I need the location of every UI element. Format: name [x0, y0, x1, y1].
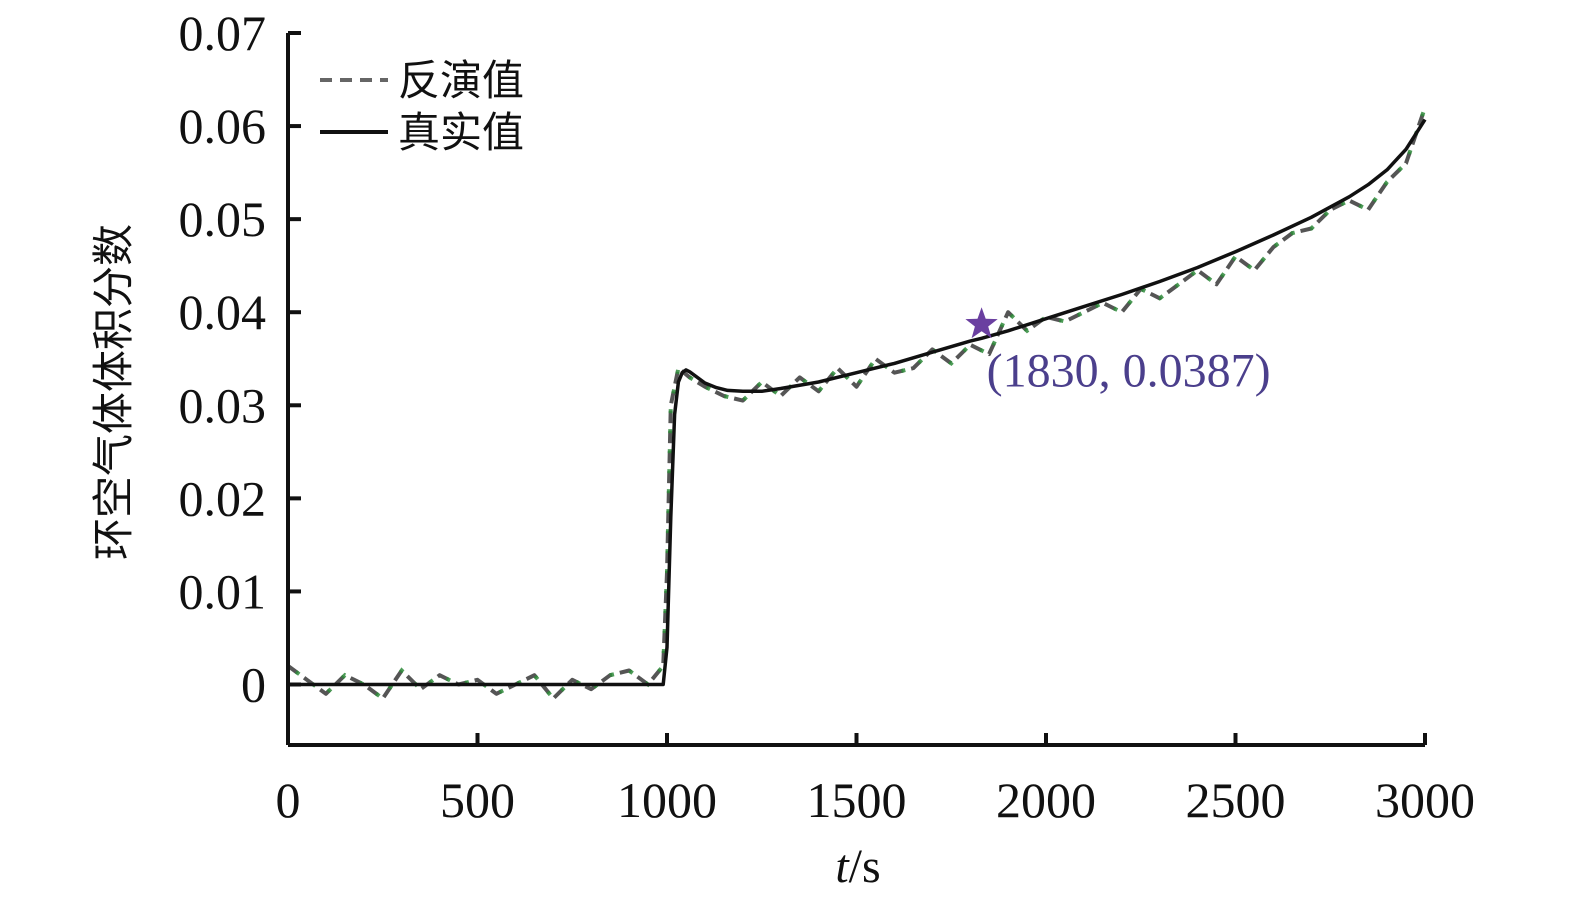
y-tick-label: 0: [241, 657, 266, 713]
x-tick-label: 1500: [807, 772, 907, 828]
annotation-label: (1830, 0.0387): [987, 344, 1271, 397]
x-tick-label: 3000: [1375, 772, 1475, 828]
x-tick-label: 500: [440, 772, 515, 828]
y-tick-label: 0.02: [179, 470, 267, 526]
y-axis-label: 环空气体体积分数: [89, 224, 138, 560]
x-tick-label: 2500: [1186, 772, 1286, 828]
annotation-star-marker: [965, 307, 998, 339]
x-tick-label: 2000: [996, 772, 1096, 828]
y-tick-label: 0.06: [179, 98, 267, 154]
y-tick-label: 0.01: [179, 563, 267, 619]
y-tick-label: 0.04: [179, 284, 267, 340]
y-tick-label: 0.07: [179, 5, 267, 61]
series-line-0-accent: [286, 106, 1427, 702]
legend-label-true: 真实值: [398, 108, 524, 157]
x-axis-label: t/s: [835, 840, 880, 893]
legend-label-inverted: 反演值: [398, 56, 524, 105]
x-axis-label-variable: t: [835, 840, 850, 893]
axes: 0 0.01 0.02 0.03 0.04 0.05 0.06 0.07 0 500 1000 150…: [179, 5, 1476, 828]
plot-area: [286, 106, 1427, 702]
y-tick-label: 0.05: [179, 191, 267, 247]
series-line-0: [286, 106, 1427, 701]
x-tick-label: 0: [276, 772, 301, 828]
legend: 反演值 真实值: [320, 56, 524, 157]
x-axis-label-unit: /s: [849, 840, 881, 893]
x-tick-label: 1000: [617, 772, 717, 828]
y-tick-label: 0.03: [179, 377, 267, 433]
series-line-1: [288, 118, 1427, 687]
